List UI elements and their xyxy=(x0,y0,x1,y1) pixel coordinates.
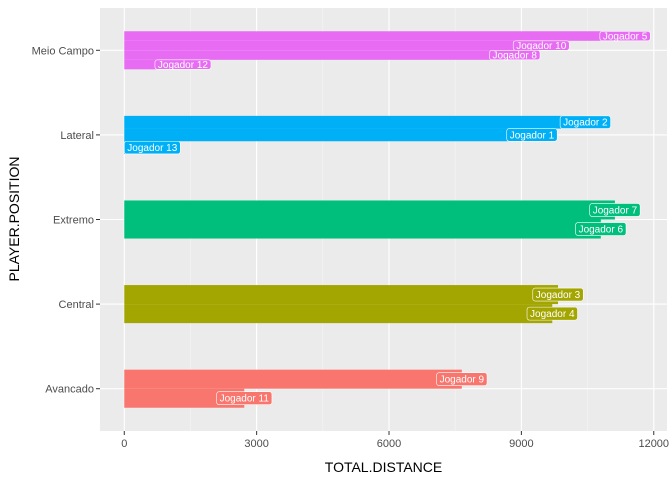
bar-label-box xyxy=(489,49,541,61)
bar xyxy=(124,59,183,70)
bar-label: Jogador 9 xyxy=(440,375,485,386)
bar-label-box xyxy=(575,222,627,236)
bar-label: Jogador 7 xyxy=(593,205,638,216)
bar-label: Jogador 1 xyxy=(510,130,555,141)
y-tick-label: Meio Campo xyxy=(32,45,94,57)
y-tick-label: Avancado xyxy=(45,384,94,396)
bar-label: Jogador 4 xyxy=(530,309,575,320)
bar xyxy=(124,285,559,305)
bar-label: Jogador 13 xyxy=(127,143,177,154)
x-tick-label: 12000 xyxy=(638,438,669,450)
bar-label: Jogador 3 xyxy=(536,290,581,301)
y-tick-label: Lateral xyxy=(60,130,94,142)
bar-label: Jogador 11 xyxy=(220,394,270,405)
bar-label-box xyxy=(512,40,570,51)
bar xyxy=(124,40,542,51)
y-tick-label: Central xyxy=(59,299,94,311)
bar-label: Jogador 2 xyxy=(563,118,608,129)
x-tick-label: 0 xyxy=(121,438,127,450)
bar-label-box xyxy=(506,128,558,142)
x-tick-label: 3000 xyxy=(244,438,268,450)
bar-label: Jogador 6 xyxy=(579,225,624,236)
bar-label-box xyxy=(532,287,584,302)
y-tick-label: Extremo xyxy=(53,215,94,227)
x-tick-label: 6000 xyxy=(377,438,401,450)
bar-label-box xyxy=(589,203,641,217)
bar xyxy=(124,369,462,389)
bar-label: Jogador 10 xyxy=(516,41,566,52)
bar-label-box xyxy=(559,115,611,129)
x-axis-title: TOTAL.DISTANCE xyxy=(325,459,442,475)
bar xyxy=(124,31,626,41)
bars-layer: Jogador 9 Jogador 11 Jogador 3 Jogador 4 Jog… xyxy=(123,30,651,408)
bar xyxy=(124,50,515,60)
bar-label-box xyxy=(599,30,651,42)
bar-label-box xyxy=(216,391,273,406)
x-tick-label: 9000 xyxy=(509,438,533,450)
bar-label-box xyxy=(436,372,488,386)
x-axis: 0 3000 6000 9000 12000 xyxy=(121,431,669,450)
bar-label-box xyxy=(154,59,212,70)
bar xyxy=(124,304,553,324)
bar xyxy=(124,115,586,129)
bar-label: Jogador 5 xyxy=(603,32,648,43)
bar-label-box xyxy=(526,306,578,321)
y-axis-title: PLAYER.POSITION xyxy=(6,157,22,282)
bar xyxy=(124,219,601,239)
bar xyxy=(124,128,532,142)
bar-label: Jogador 8 xyxy=(493,51,538,62)
bar-label: Jogador 12 xyxy=(158,60,208,71)
bar xyxy=(124,200,615,220)
bar-label-box xyxy=(123,140,181,155)
y-axis: Avancado Central Extremo Lateral Meio Campo xyxy=(32,45,100,396)
bar xyxy=(124,388,245,408)
